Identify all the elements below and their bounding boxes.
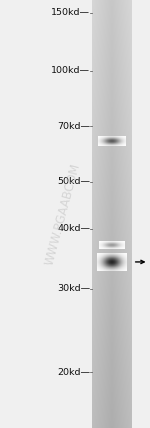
Text: 150kd—: 150kd— — [51, 8, 90, 18]
Text: 20kd—: 20kd— — [57, 368, 90, 377]
Text: 70kd—: 70kd— — [57, 122, 90, 131]
Text: 100kd—: 100kd— — [51, 66, 90, 75]
Text: 50kd—: 50kd— — [57, 177, 90, 187]
Text: WWW.PGAABCOM: WWW.PGAABCOM — [43, 161, 83, 267]
Text: 30kd—: 30kd— — [57, 284, 90, 294]
Text: 40kd—: 40kd— — [57, 224, 90, 234]
